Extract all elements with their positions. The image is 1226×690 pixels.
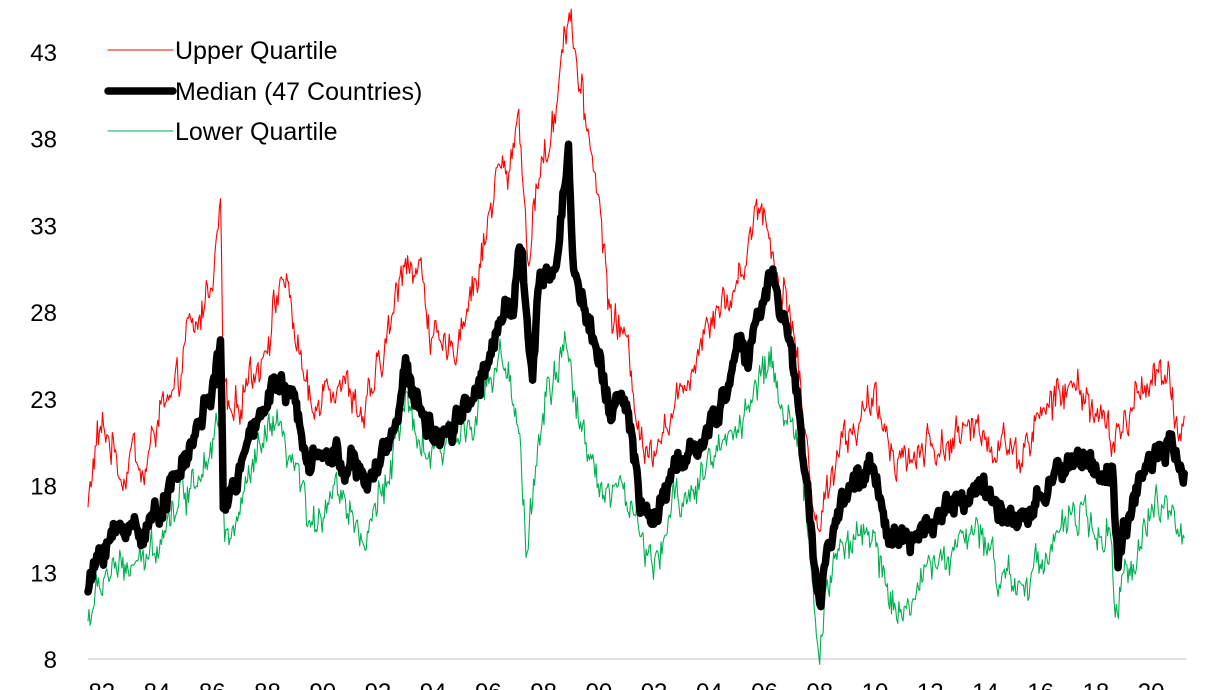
x-tick-label: 06 (751, 679, 778, 690)
series-line-lower-quartile (87, 330, 1185, 665)
series-layer (84, 8, 1188, 665)
x-tick-label: 96 (475, 679, 502, 690)
x-tick-label: 20 (1138, 679, 1165, 690)
legend-label: Upper Quartile (175, 37, 338, 65)
x-tick-label: 88 (254, 679, 281, 690)
x-tick-label: 08 (806, 679, 833, 690)
y-tick-label: 23 (30, 387, 57, 414)
x-tick-label: 98 (530, 679, 557, 690)
legend-label: Median (47 Countries) (175, 78, 422, 106)
x-tick-label: 92 (365, 679, 392, 690)
y-axis: 8 13 18 23 28 33 38 43 (30, 40, 57, 674)
x-tick-label: 10 (862, 679, 889, 690)
y-tick-label: 38 (30, 127, 57, 154)
x-tick-label: 90 (309, 679, 336, 690)
y-tick-label: 18 (30, 474, 57, 501)
y-tick-label: 43 (30, 40, 57, 67)
x-tick-label: 94 (420, 679, 447, 690)
series-line-upper-quartile (87, 8, 1185, 533)
x-tick-label: 86 (199, 679, 226, 690)
y-tick-label: 28 (30, 300, 57, 327)
x-tick-label: 14 (972, 679, 999, 690)
x-tick-label: 84 (144, 679, 171, 690)
x-axis: 82 84 86 88 90 92 94 96 98 00 02 04 06 08 10 12 14 16 18 20 (88, 658, 1187, 690)
x-tick-label: 82 (88, 679, 115, 690)
series-line-median-47-countries (84, 140, 1188, 611)
x-tick-label: 16 (1027, 679, 1054, 690)
x-tick-label: 12 (917, 679, 944, 690)
x-tick-label: 04 (696, 679, 723, 690)
x-tick-label: 00 (585, 679, 612, 690)
x-tick-label: 02 (641, 679, 668, 690)
legend: Upper Quartile Median (47 Countries) Lower… (104, 37, 422, 146)
y-tick-label: 13 (30, 560, 57, 587)
y-tick-label: 33 (30, 213, 57, 240)
y-tick-label: 8 (44, 647, 57, 674)
legend-label: Lower Quartile (175, 118, 338, 146)
x-tick-label: 18 (1083, 679, 1110, 690)
